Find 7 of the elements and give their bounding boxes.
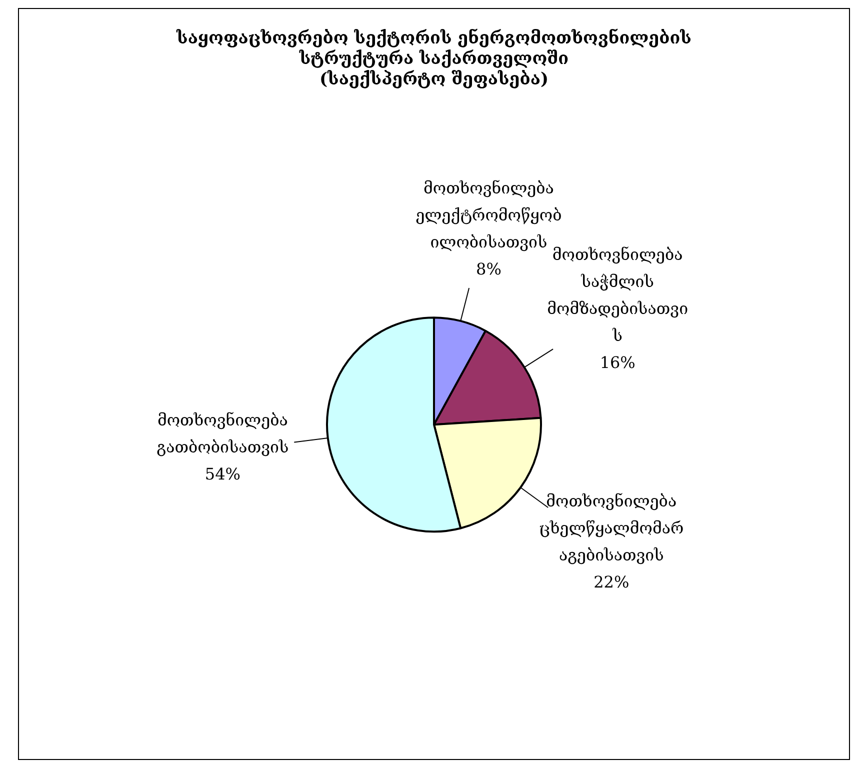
slice-label: მოთხოვნილება ცხელწყალმომარაგებისათვის (539, 491, 684, 564)
data-label: 22% (594, 572, 630, 592)
data-label: 8% (476, 260, 502, 279)
data-label: 54% (204, 464, 240, 484)
data-label: 16% (600, 352, 636, 372)
chart-title: საყოფაცხოვრებო სექტორის ენერგომოთხოვნილების სტრუქტურა საქართველოში (საექსპერტო შეფასება) (176, 28, 692, 90)
slice-label: მოთხოვნილება გათბობისათვის (156, 410, 289, 456)
